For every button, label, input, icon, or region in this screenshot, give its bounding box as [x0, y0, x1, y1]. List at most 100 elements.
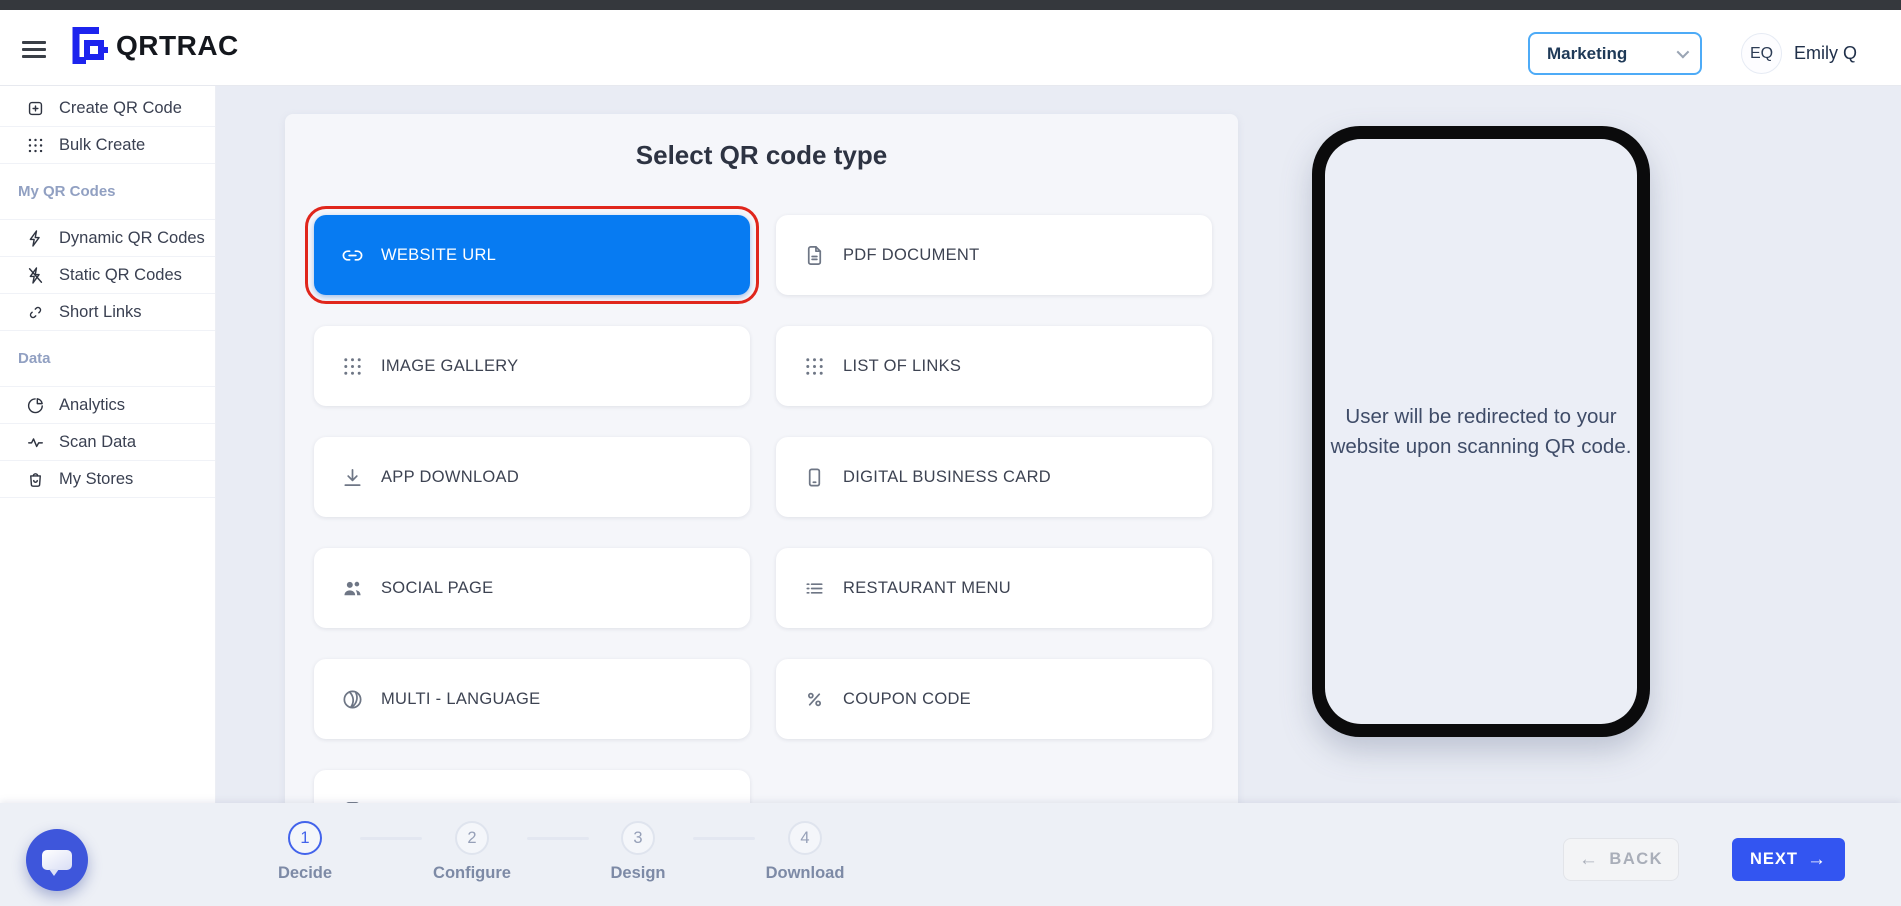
sidebar-item-label: Dynamic QR Codes	[59, 228, 205, 247]
menu-lines-icon	[803, 577, 826, 600]
step-label: Configure	[433, 864, 511, 882]
step-number: 4	[788, 821, 822, 855]
sidebar-section-heading: Data	[0, 331, 215, 387]
phone-screen: User will be redirected to your website …	[1325, 139, 1637, 724]
people-icon	[341, 577, 364, 600]
back-button[interactable]: ← BACK	[1563, 838, 1679, 881]
footer-bar: 1 Decide 2 Configure 3 Design 4 Download ← BACK …	[0, 803, 1901, 906]
step-design: 3 Design	[568, 821, 708, 883]
brand-name: QRTRAC	[116, 30, 239, 61]
globe-icon	[341, 688, 364, 711]
qr-type-grid: WEBSITE URL PDF DOCUMENT IMAGE GALLERY LIST…	[305, 206, 1212, 850]
sidebar-item-label: Short Links	[59, 302, 142, 321]
grid-dots-icon	[26, 136, 45, 155]
dynamic-bolt-icon	[26, 229, 45, 248]
document-icon	[803, 244, 826, 267]
step-label: Download	[765, 864, 845, 882]
step-connector	[527, 837, 589, 840]
sidebar-item-static-qr-codes[interactable]: Static QR Codes	[0, 257, 215, 294]
chat-bubble-icon	[42, 850, 72, 876]
sidebar-item-analytics[interactable]: Analytics	[0, 387, 215, 424]
sidebar-item-bulk-create[interactable]: Bulk Create	[0, 127, 215, 164]
analytics-pie-icon	[26, 396, 45, 415]
hamburger-menu-icon[interactable]	[22, 36, 52, 62]
grid-dots-icon	[803, 355, 826, 378]
qr-type-label: APP DOWNLOAD	[381, 467, 520, 486]
qr-type-tile-digital-business-card[interactable]: DIGITAL BUSINESS CARD	[776, 437, 1212, 517]
qr-type-tile-image-gallery[interactable]: IMAGE GALLERY	[314, 326, 750, 406]
sidebar-item-create-qr-code[interactable]: Create QR Code	[0, 90, 215, 127]
short-links-icon	[26, 303, 45, 322]
arrow-right-icon: →	[1807, 848, 1827, 870]
qr-type-tile-website-url[interactable]: WEBSITE URL	[305, 206, 759, 304]
workspace-dropdown[interactable]: Marketing	[1528, 32, 1702, 75]
business-card-icon	[803, 466, 826, 489]
brand-logo[interactable]: QRTRAC	[70, 26, 239, 66]
step-connector	[693, 837, 755, 840]
static-bolt-off-icon	[26, 266, 45, 285]
back-button-label: BACK	[1609, 850, 1664, 868]
step-label: Design	[610, 864, 666, 882]
sidebar-item-label: My Stores	[59, 469, 134, 488]
sidebar-item-my-stores[interactable]: My Stores	[0, 461, 215, 498]
qr-type-label: PDF DOCUMENT	[843, 245, 980, 264]
qr-type-label: COUPON CODE	[843, 689, 971, 708]
step-number: 2	[455, 821, 489, 855]
qr-type-tile-coupon-code[interactable]: COUPON CODE	[776, 659, 1212, 739]
link-icon	[341, 244, 364, 267]
qr-type-tile-multi-language[interactable]: MULTI - LANGUAGE	[314, 659, 750, 739]
sidebar-item-scan-data[interactable]: Scan Data	[0, 424, 215, 461]
qr-type-label: RESTAURANT MENU	[843, 578, 1011, 597]
qr-type-label: IMAGE GALLERY	[381, 356, 519, 375]
qr-type-label: SOCIAL PAGE	[381, 578, 494, 597]
qr-type-tile-app-download[interactable]: APP DOWNLOAD	[314, 437, 750, 517]
qr-type-label: WEBSITE URL	[381, 245, 497, 264]
avatar-initials: EQ	[1749, 44, 1774, 62]
percent-icon	[803, 688, 826, 711]
workspace-selected-value: Marketing	[1547, 43, 1628, 63]
sidebar-item-short-links[interactable]: Short Links	[0, 294, 215, 331]
step-decide: 1 Decide	[235, 821, 375, 883]
sidebar: Create QR Code Bulk Create My QR Codes Dyna…	[0, 86, 216, 803]
scan-activity-icon	[26, 433, 45, 452]
sidebar-item-label: Create QR Code	[59, 98, 182, 117]
qr-type-tile-pdf-document[interactable]: PDF DOCUMENT	[776, 215, 1212, 295]
sidebar-item-dynamic-qr-codes[interactable]: Dynamic QR Codes	[0, 220, 215, 257]
preview-message: User will be redirected to your website …	[1330, 404, 1632, 458]
sidebar-item-label: Analytics	[59, 395, 126, 414]
qr-type-tile-list-of-links[interactable]: LIST OF LINKS	[776, 326, 1212, 406]
qr-type-tile-social-page[interactable]: SOCIAL PAGE	[314, 548, 750, 628]
qr-type-label: DIGITAL BUSINESS CARD	[843, 467, 1052, 486]
sidebar-item-label: Bulk Create	[59, 135, 146, 154]
top-strip	[0, 0, 1901, 10]
qr-type-label: LIST OF LINKS	[843, 356, 962, 375]
phone-preview-frame: User will be redirected to your website …	[1312, 126, 1650, 737]
qr-type-tile-restaurant-menu[interactable]: RESTAURANT MENU	[776, 548, 1212, 628]
download-icon	[341, 466, 364, 489]
arrow-left-icon: ←	[1578, 848, 1600, 870]
qr-type-card: Select QR code type WEBSITE URL PDF DOCUM…	[285, 114, 1238, 854]
page-title: Select QR code type	[635, 140, 888, 170]
user-name: Emily Q	[1794, 43, 1857, 63]
qrtrac-logo-icon	[70, 26, 110, 66]
chat-launcher[interactable]	[26, 829, 88, 891]
sidebar-item-label: Static QR Codes	[59, 265, 182, 284]
next-button[interactable]: NEXT →	[1732, 838, 1845, 881]
avatar[interactable]: EQ	[1741, 33, 1782, 74]
chevron-down-icon	[1676, 45, 1690, 59]
stores-bag-icon	[26, 470, 45, 489]
step-label: Decide	[277, 864, 333, 882]
sidebar-item-label: Scan Data	[59, 432, 137, 451]
qr-type-label: MULTI - LANGUAGE	[381, 689, 541, 708]
step-number: 1	[288, 821, 322, 855]
step-configure: 2 Configure	[402, 821, 542, 883]
grid-dots-icon	[341, 355, 364, 378]
step-connector	[360, 837, 422, 840]
create-qr-icon	[26, 99, 45, 118]
step-download: 4 Download	[735, 821, 875, 883]
sidebar-section-heading: My QR Codes	[0, 164, 215, 220]
step-number: 3	[621, 821, 655, 855]
app-header: QRTRAC Marketing EQ Emily Q	[0, 10, 1901, 86]
next-button-label: NEXT	[1749, 850, 1798, 868]
